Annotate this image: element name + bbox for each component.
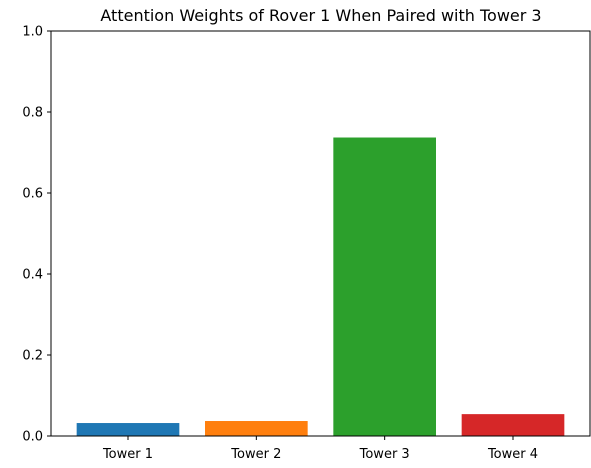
x-tick-label: Tower 4	[487, 447, 538, 462]
x-axis: Tower 1 Tower 2 Tower 3 Tower 4	[102, 436, 538, 462]
y-tick-label: 0.2	[22, 349, 43, 364]
bar-tower-4	[461, 414, 565, 436]
y-tick-label: 1.0	[22, 25, 43, 40]
bar-tower-2	[205, 421, 308, 436]
bars-group	[76, 137, 565, 436]
y-tick-label: 0.6	[22, 187, 43, 202]
x-tick-label: Tower 1	[102, 447, 153, 462]
plot-frame	[50, 30, 591, 437]
chart-title: Attention Weights of Rover 1 When Paired…	[100, 6, 541, 25]
bar-tower-1	[76, 423, 180, 436]
y-tick-label: 0.8	[22, 106, 43, 121]
y-tick-label: 0.4	[22, 268, 43, 283]
y-tick-label: 0.0	[22, 430, 43, 445]
y-axis: 0.0 0.2 0.4 0.6 0.8 1.0	[22, 25, 51, 445]
bar-tower-3	[333, 137, 436, 436]
x-tick-label: Tower 3	[359, 447, 410, 462]
x-tick-label: Tower 2	[230, 447, 281, 462]
